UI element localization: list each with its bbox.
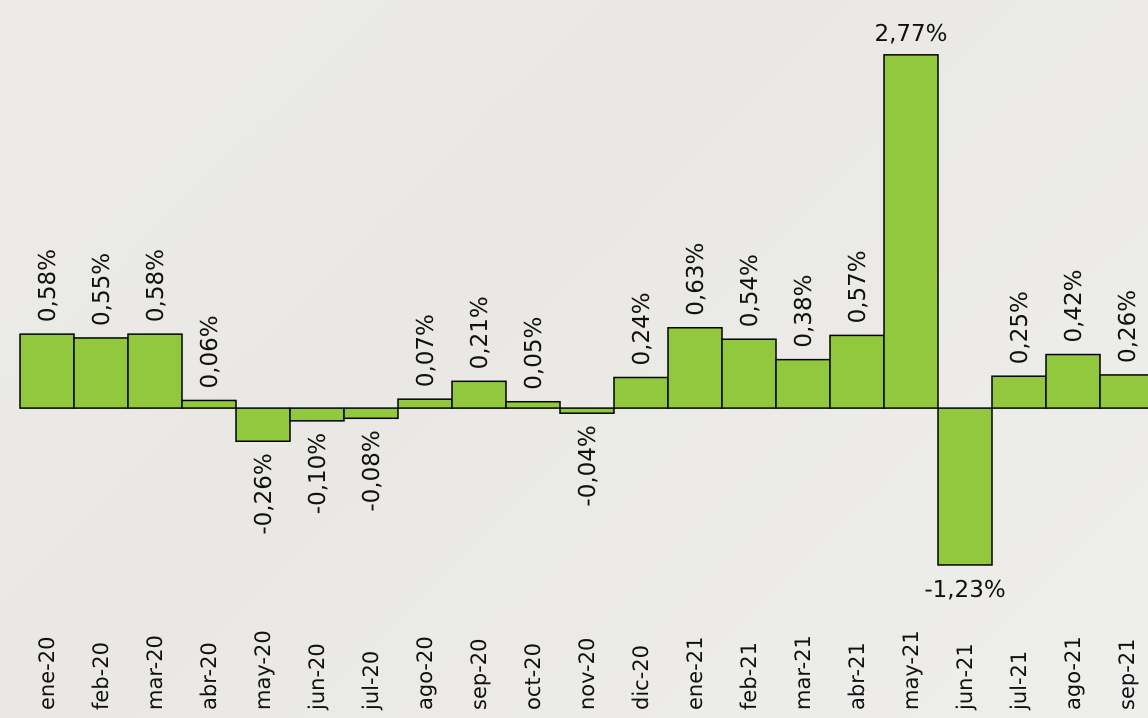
x-tick-label: oct-20 [521, 643, 545, 710]
bar [721, 338, 777, 409]
bar [559, 407, 615, 414]
bar [667, 327, 723, 409]
data-label: 0,57% [845, 250, 871, 323]
data-label: 0,25% [1007, 291, 1033, 364]
bar [19, 333, 75, 409]
x-tick-label: ene-20 [35, 637, 59, 710]
bar [343, 407, 399, 420]
data-label: -0,04% [575, 425, 601, 506]
data-label: 0,07% [413, 314, 439, 387]
bar [613, 376, 669, 409]
data-label: 2,77% [874, 21, 947, 47]
data-label: 0,58% [143, 249, 169, 322]
data-label: 0,63% [683, 243, 709, 316]
data-label: 0,24% [629, 292, 655, 365]
data-label: 0,54% [737, 254, 763, 327]
data-label: 0,38% [791, 275, 817, 348]
x-tick-label: jul-21 [1007, 651, 1031, 711]
bar [397, 398, 453, 409]
x-tick-label: mar-20 [143, 635, 167, 710]
x-tick-label: abr-21 [845, 642, 869, 710]
data-label: -0,26% [251, 453, 277, 534]
data-label: 0,21% [467, 296, 493, 369]
x-tick-label: ago-21 [1061, 636, 1085, 710]
bar [73, 337, 129, 409]
x-tick-label: sep-20 [467, 639, 491, 711]
data-label: 0,06% [197, 315, 223, 388]
bar [1045, 353, 1101, 409]
bar [937, 407, 993, 566]
x-tick-label: ene-21 [683, 637, 707, 710]
x-tick-label: feb-20 [89, 642, 113, 710]
data-label: 0,58% [35, 249, 61, 322]
x-tick-label: sep-21 [1115, 639, 1139, 711]
bar [451, 380, 507, 409]
bar [1099, 374, 1148, 409]
bar [505, 400, 561, 409]
bar [775, 358, 831, 409]
x-tick-label: feb-21 [737, 642, 761, 710]
bar [991, 375, 1047, 409]
data-label: 0,55% [89, 253, 115, 326]
data-label: -0,08% [359, 430, 385, 511]
data-label: -0,10% [305, 433, 331, 514]
x-tick-label: nov-20 [575, 638, 599, 710]
bar [235, 407, 291, 443]
bar [829, 334, 885, 409]
data-label: 0,42% [1061, 269, 1087, 342]
x-tick-label: jun-21 [953, 643, 977, 711]
x-tick-label: jun-20 [305, 643, 329, 711]
x-tick-label: abr-20 [197, 642, 221, 710]
data-label: 0,26% [1115, 290, 1141, 363]
bar [883, 54, 939, 409]
x-tick-label: dic-20 [629, 645, 653, 710]
x-tick-label: mar-21 [791, 635, 815, 710]
data-label: -1,23% [924, 577, 1005, 603]
bar [127, 333, 183, 409]
x-tick-label: may-21 [899, 630, 923, 710]
data-label: 0,05% [521, 317, 547, 390]
x-tick-label: ago-20 [413, 636, 437, 710]
x-tick-label: jul-20 [359, 651, 383, 711]
bar [289, 407, 345, 422]
bar [181, 399, 237, 409]
x-tick-label: may-20 [251, 630, 275, 710]
